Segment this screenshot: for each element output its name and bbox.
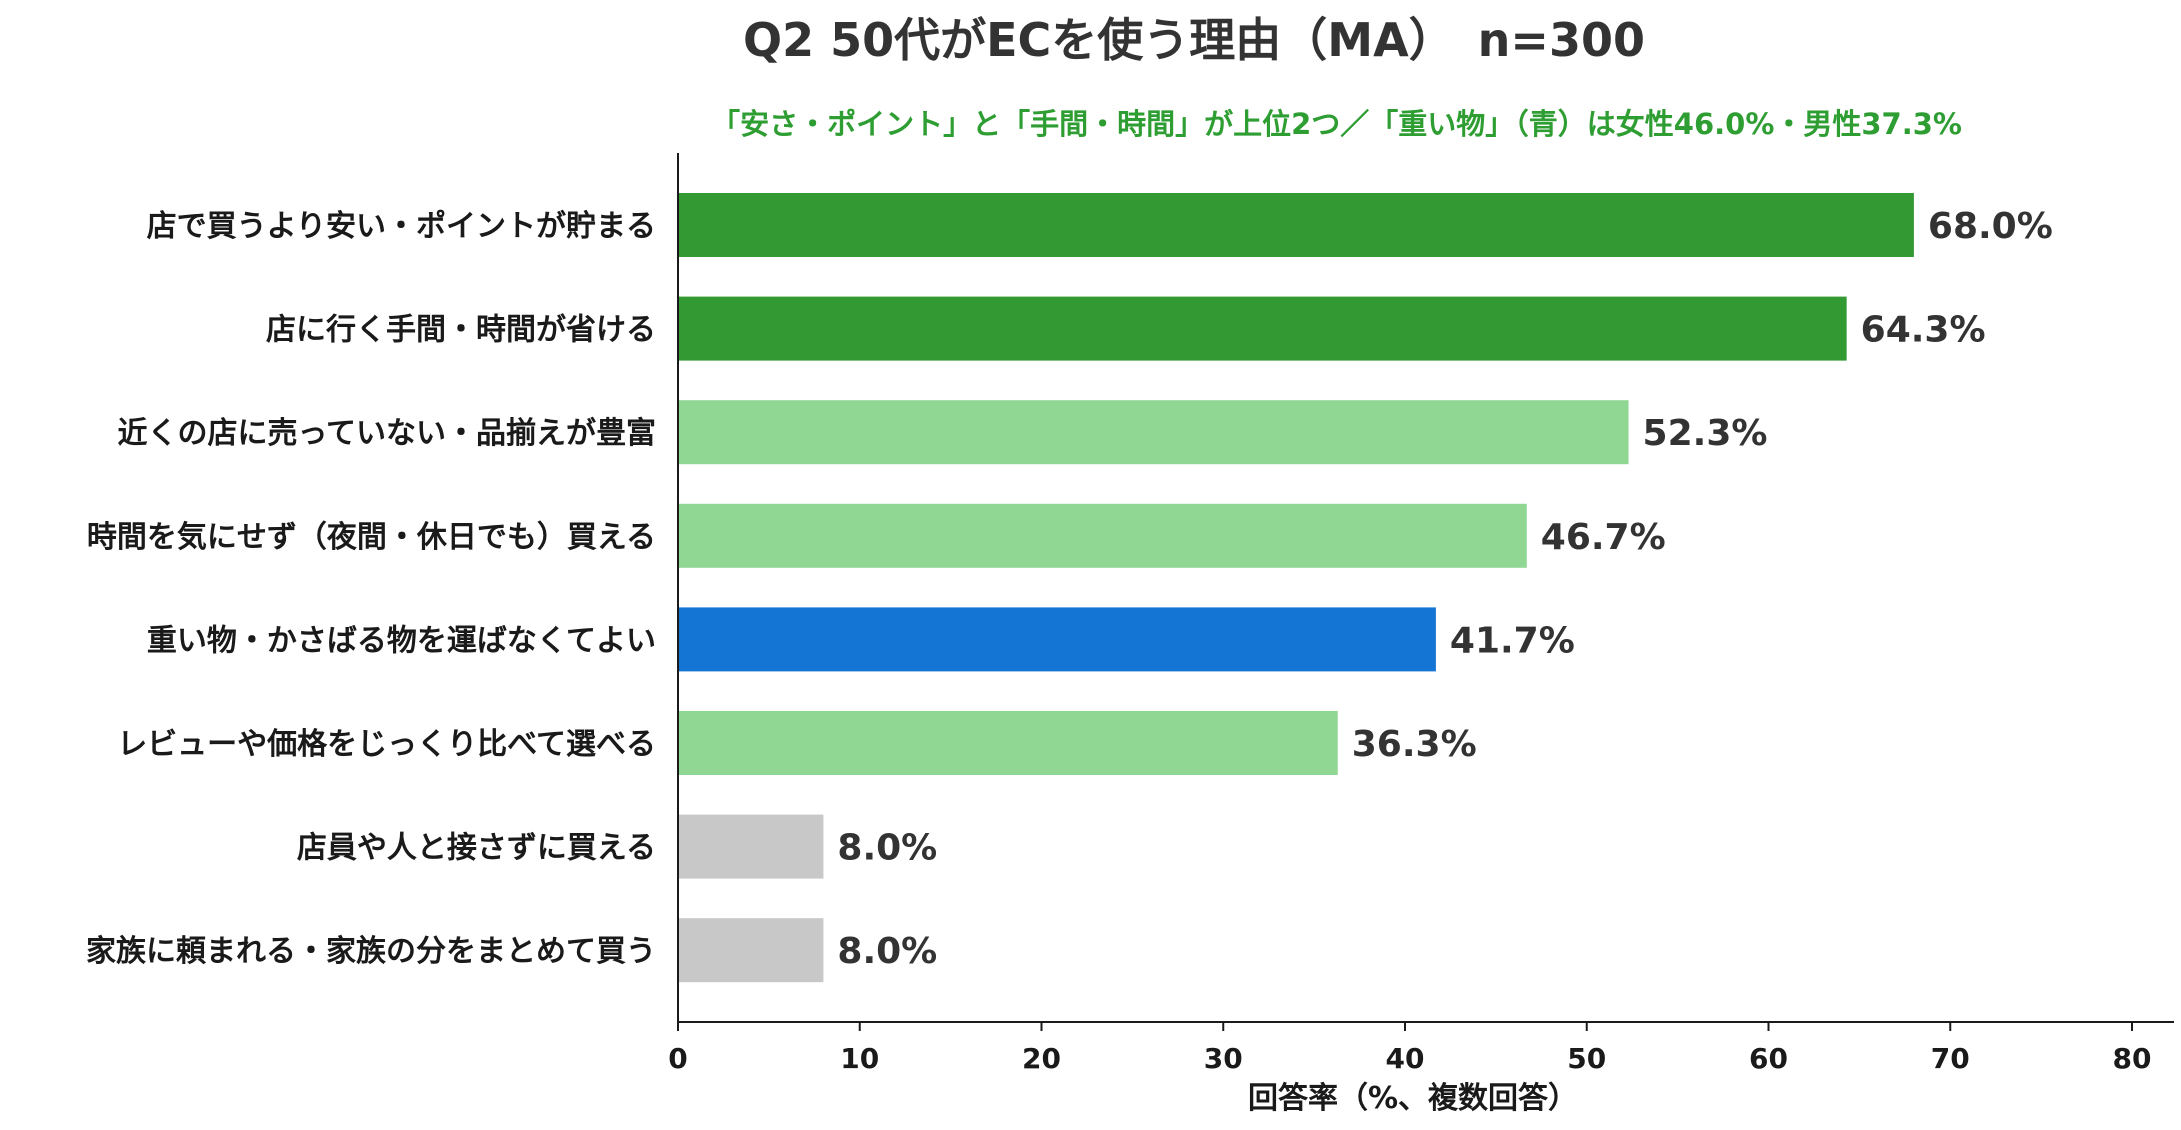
value-label-6: 36.3% bbox=[1352, 724, 1477, 765]
x-tick-label-20: 20 bbox=[1022, 1042, 1061, 1075]
category-label-1: 店で買うより安い・ポイントが貯まる bbox=[147, 209, 656, 244]
bar-2 bbox=[678, 296, 1847, 361]
category-label-7: 店員や人と接さずに買える bbox=[297, 831, 656, 866]
x-tick-label-70: 70 bbox=[1931, 1042, 1970, 1075]
value-label-7: 8.0% bbox=[837, 828, 937, 869]
x-tick-label-80: 80 bbox=[2113, 1042, 2152, 1075]
value-label-4: 46.7% bbox=[1541, 517, 1666, 558]
value-label-2: 64.3% bbox=[1861, 310, 1986, 351]
bar-4 bbox=[678, 503, 1527, 568]
value-labels-group: 68.0% 64.3% 52.3% 46.7% 41.7% 36.3% 8.0% 8.0% bbox=[837, 206, 2052, 972]
chart-title: Q2 50代がECを使う理由（MA） n=300 bbox=[743, 13, 1645, 67]
x-tick-label-60: 60 bbox=[1749, 1042, 1788, 1075]
value-label-3: 52.3% bbox=[1643, 413, 1768, 454]
category-label-5: 重い物・かさばる物を運ばなくてよい bbox=[147, 623, 656, 658]
category-label-3: 近くの店に売っていない・品揃えが豊富 bbox=[118, 416, 657, 451]
x-tick-label-10: 10 bbox=[840, 1042, 879, 1075]
bar-7 bbox=[678, 814, 824, 879]
x-tick-label-0: 0 bbox=[668, 1042, 687, 1075]
x-tick-label-30: 30 bbox=[1204, 1042, 1243, 1075]
category-label-6: レビューや価格をじっくり比べて選べる bbox=[117, 727, 656, 762]
bars-group bbox=[678, 193, 1914, 983]
category-label-2: 店に行く手間・時間が省ける bbox=[266, 313, 656, 348]
x-tick-label-40: 40 bbox=[1386, 1042, 1425, 1075]
bar-8 bbox=[678, 918, 824, 983]
value-label-5: 41.7% bbox=[1450, 620, 1575, 661]
x-ticks-group: 0 10 20 30 40 50 60 70 80 bbox=[668, 1022, 2151, 1075]
category-labels-group: 店で買うより安い・ポイントが貯まる店に行く手間・時間が省ける近くの店に売っていな… bbox=[86, 209, 656, 969]
chart-subtitle: 「安さ・ポイント」と「手間・時間」が上位2つ／「重い物」（青）は女性46.0%・… bbox=[711, 107, 1962, 141]
value-label-1: 68.0% bbox=[1928, 206, 2053, 247]
category-label-4: 時間を気にせず（夜間・休日でも）買える bbox=[87, 520, 656, 555]
x-axis-title: 回答率（%、複数回答） bbox=[1248, 1081, 1578, 1116]
bar-1 bbox=[678, 193, 1914, 257]
bar-3 bbox=[678, 400, 1629, 465]
x-tick-label-50: 50 bbox=[1567, 1042, 1606, 1075]
bar-6 bbox=[678, 711, 1338, 775]
bar-5 bbox=[678, 607, 1436, 672]
value-label-8: 8.0% bbox=[837, 931, 937, 972]
category-label-8: 家族に頼まれる・家族の分をまとめて買う bbox=[86, 934, 656, 969]
